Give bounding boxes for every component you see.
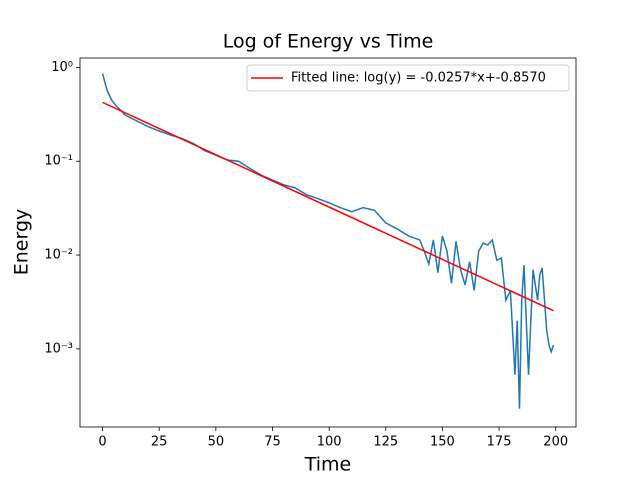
x-axis-label: Time [304,454,352,476]
legend-box [246,64,570,92]
chart-title: Log of Energy vs Time [223,31,434,53]
x-tick-label: 0 [98,435,106,450]
data-line [102,101,554,312]
x-tick-label: 200 [543,435,568,450]
y-axis-label: Energy [11,209,33,276]
data-line [101,73,555,409]
x-tick-label: 125 [373,435,398,450]
y-tick-label: 10⁻³ [44,341,73,356]
x-tick-label: 100 [317,435,342,450]
y-tick-label: 10⁰ [51,60,73,75]
axes-frame [79,57,577,428]
y-tick-label: 10⁻² [44,248,73,263]
x-tick-label: 75 [264,435,281,450]
x-tick-label: 50 [208,435,225,450]
x-tick-label: 175 [487,435,512,450]
x-tick-label: 25 [151,435,168,450]
legend-label: Fitted line: log(y) = -0.0257*x+-0.8570 [291,71,546,86]
x-tick-label: 150 [430,435,455,450]
y-tick-label: 10⁻¹ [44,154,73,169]
